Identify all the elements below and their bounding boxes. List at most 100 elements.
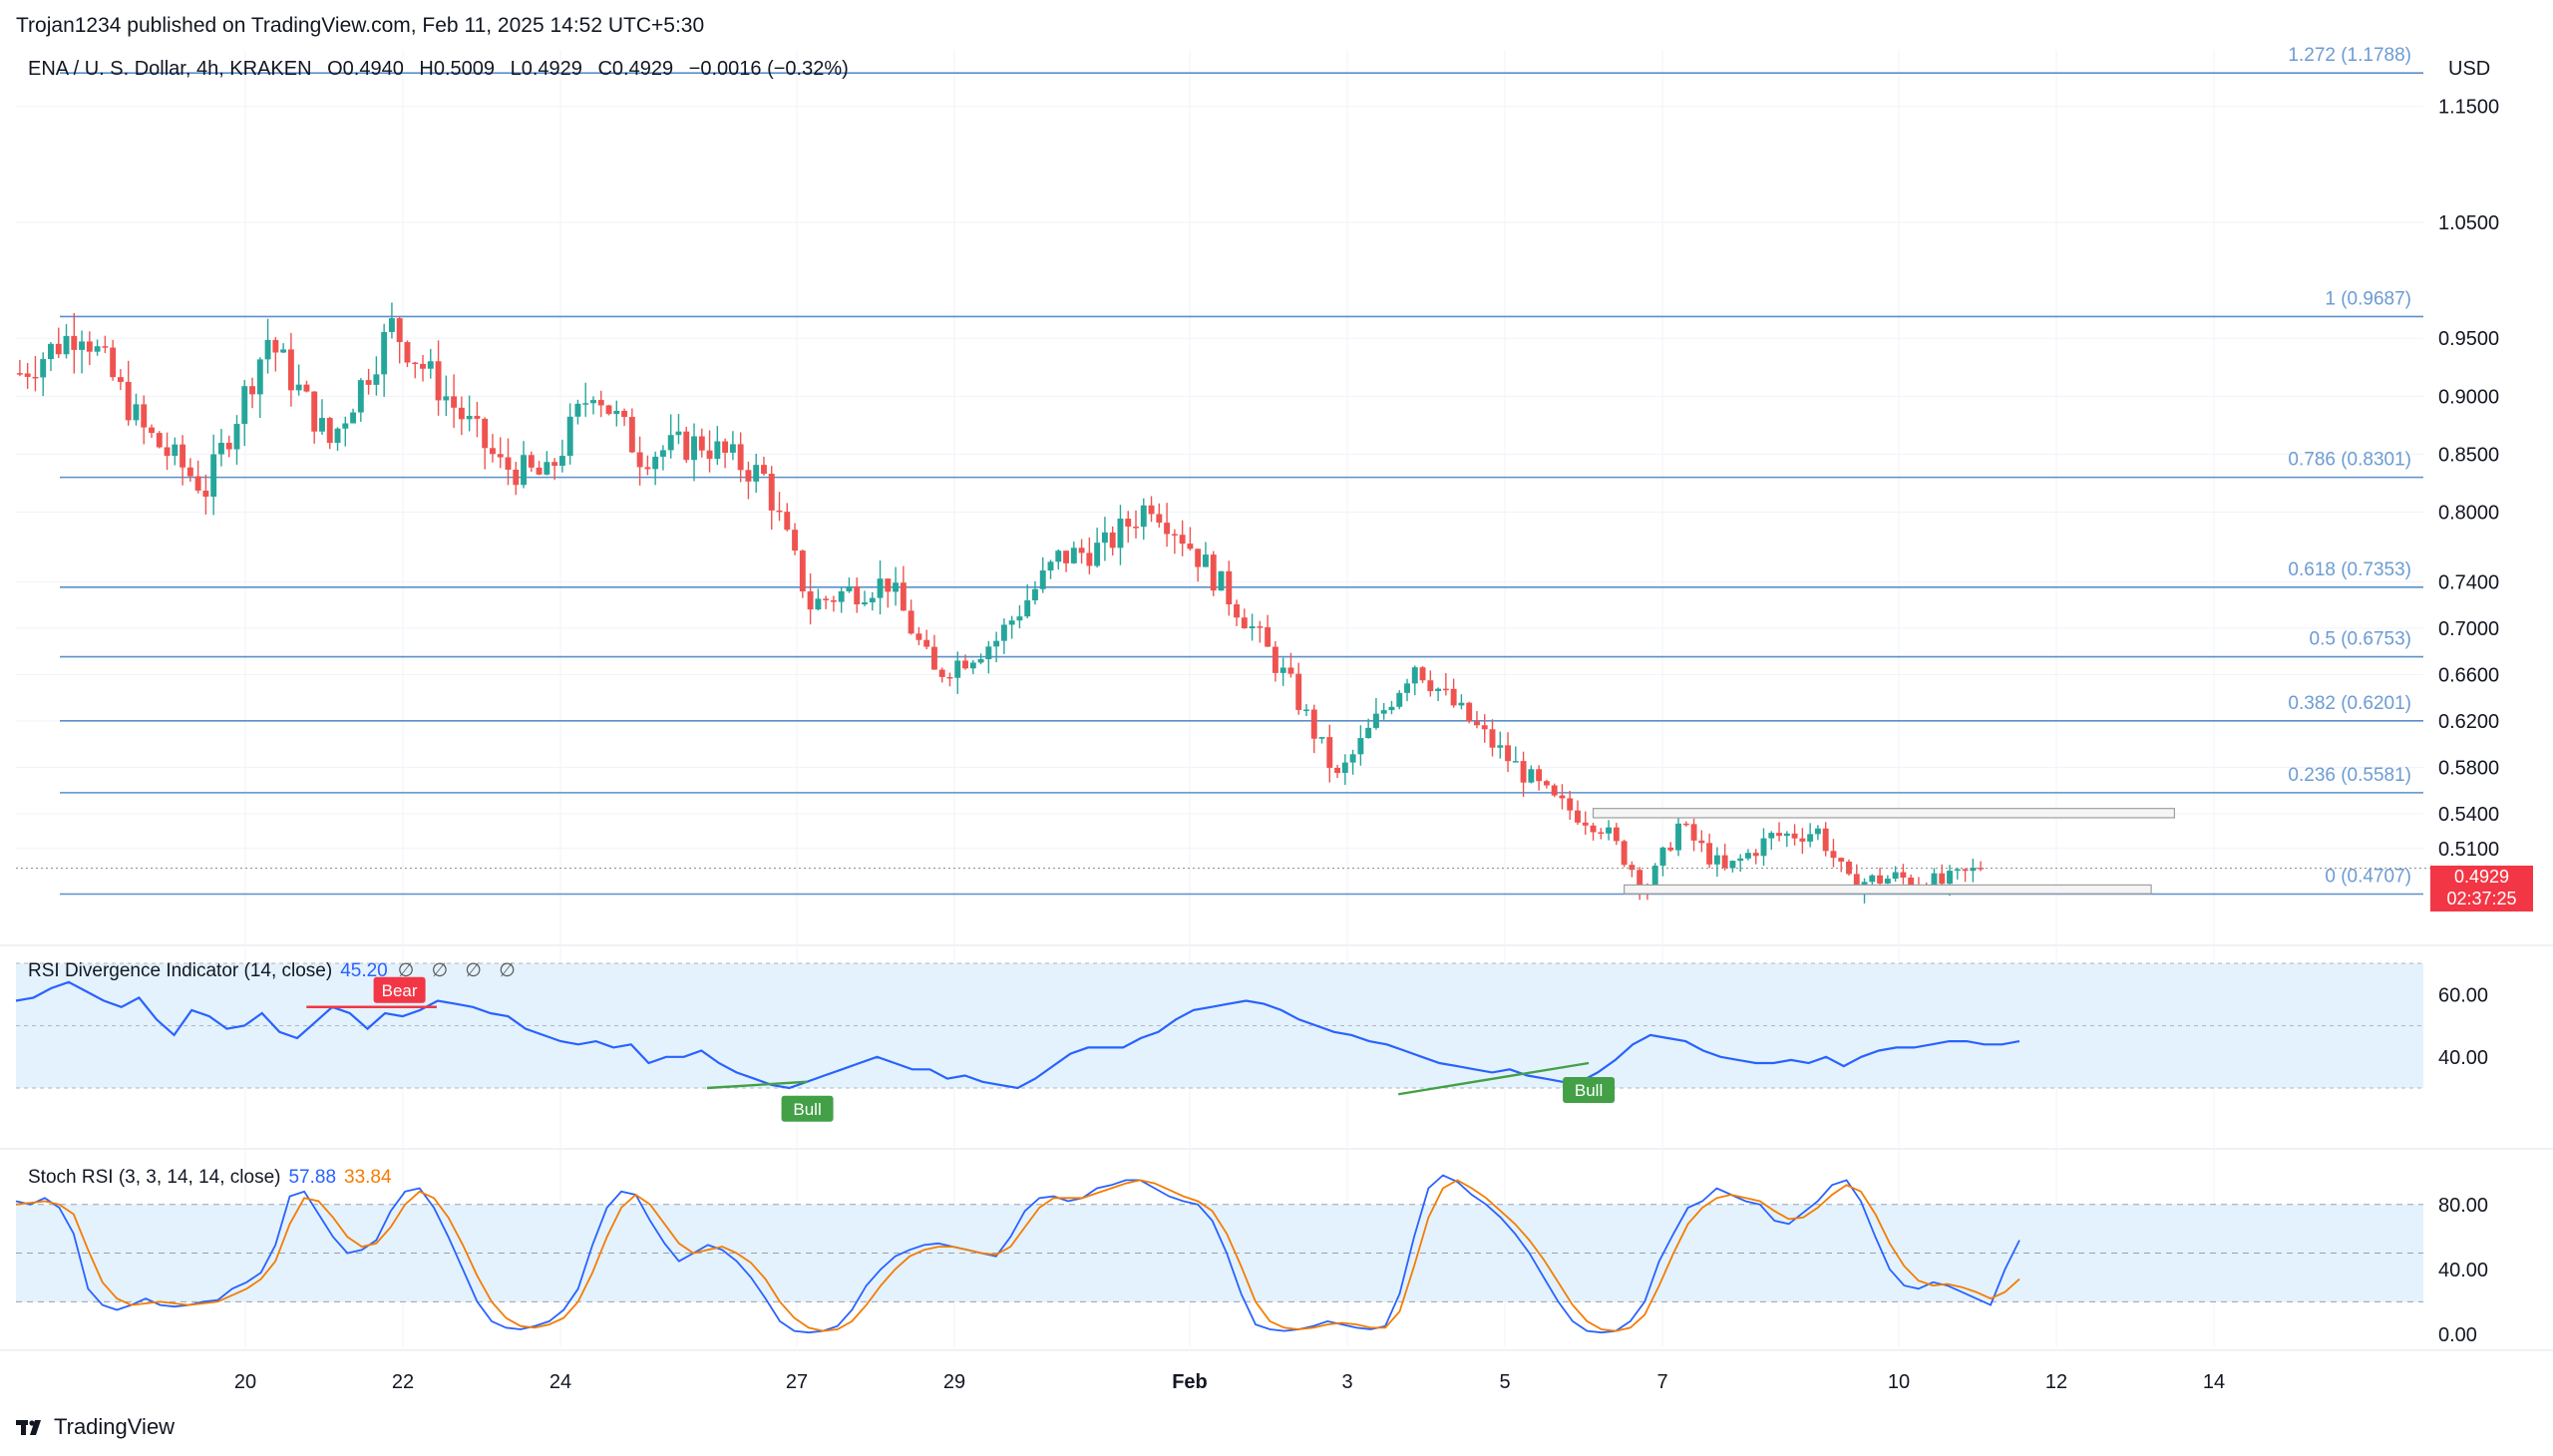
candle-body xyxy=(613,410,620,415)
stoch-d-line xyxy=(15,1179,2020,1332)
candle-body xyxy=(1846,861,1852,875)
currency-label[interactable]: USD xyxy=(2448,58,2491,80)
candle-body xyxy=(32,376,39,379)
candle-body xyxy=(1760,838,1767,857)
y-tick-label: 0.9500 xyxy=(2438,328,2499,350)
candle-body xyxy=(862,602,868,605)
candle-body xyxy=(466,416,473,420)
candle-body xyxy=(1164,523,1171,535)
candle-body xyxy=(1908,877,1915,886)
rsi-y-tick-label: 40.00 xyxy=(2438,1047,2488,1069)
candle-body xyxy=(938,669,945,677)
candle-body xyxy=(319,418,325,432)
candle-body xyxy=(1117,519,1124,548)
candle-body xyxy=(141,404,148,428)
candle-body xyxy=(1063,550,1070,563)
candle-body xyxy=(156,433,163,448)
candle-body xyxy=(807,591,814,610)
ohlc-open: O0.4940 xyxy=(327,58,404,80)
fib-level-label: 0.618 (0.7353) xyxy=(2288,559,2411,580)
y-tick-label: 1.1500 xyxy=(2438,97,2499,119)
candle-body xyxy=(1954,869,1961,872)
candle-body xyxy=(1303,709,1309,711)
candle-body xyxy=(846,586,853,591)
stoch-band xyxy=(16,1204,2423,1302)
y-tick-label: 0.7000 xyxy=(2438,618,2499,640)
candle-body xyxy=(1551,785,1558,796)
candle-body xyxy=(365,380,372,385)
candle-body xyxy=(1536,769,1543,782)
candle-body xyxy=(1799,838,1806,842)
divergence-badge xyxy=(373,976,426,1003)
candle-body xyxy=(117,377,124,382)
candle-body xyxy=(1520,761,1527,783)
x-tick-label: 20 xyxy=(234,1371,256,1393)
candle-body xyxy=(745,470,752,482)
candle-body xyxy=(536,467,543,475)
candle-body xyxy=(1442,688,1449,691)
candle-body xyxy=(1474,721,1480,726)
candle-body xyxy=(1210,554,1217,591)
candle-body xyxy=(1140,505,1147,528)
candle-body xyxy=(264,339,271,360)
candle-body xyxy=(1024,599,1031,617)
candle-body xyxy=(233,424,240,450)
tradingview-wordmark: TradingView xyxy=(54,1414,176,1439)
candle-body xyxy=(1629,865,1636,871)
candle-body xyxy=(946,676,953,679)
candle-body xyxy=(1466,702,1473,722)
candle-body xyxy=(1179,535,1186,545)
candle-body xyxy=(443,396,450,401)
candle-body xyxy=(388,318,395,332)
candle-body xyxy=(893,582,900,592)
candle-body xyxy=(249,386,255,395)
candle-body xyxy=(838,590,845,602)
candle-body xyxy=(1900,872,1907,878)
candle-body xyxy=(869,597,876,603)
candle-body xyxy=(1690,824,1697,841)
candle-body xyxy=(225,443,232,450)
rsi-pane-title[interactable]: RSI Divergence Indicator (14, close) 45.2… xyxy=(28,959,522,982)
candle-body xyxy=(1125,519,1132,528)
ohlc-low: L0.4929 xyxy=(510,58,582,80)
candle-body xyxy=(497,454,504,458)
candle-body xyxy=(1682,823,1689,826)
candle-body xyxy=(605,405,612,415)
candle-body xyxy=(1853,874,1860,893)
candle-body xyxy=(667,435,674,451)
candle-body xyxy=(1481,725,1488,730)
candle-body xyxy=(1814,828,1821,835)
support-resistance-zone xyxy=(1624,884,2152,895)
candle-body xyxy=(1939,873,1946,885)
candle-body xyxy=(1404,683,1410,693)
candle-body xyxy=(799,550,806,592)
candle-body xyxy=(1613,827,1620,842)
candle-body xyxy=(854,586,861,605)
stoch-pane-title[interactable]: Stoch RSI (3, 3, 14, 14, close) 57.88 33.8… xyxy=(28,1167,392,1189)
candle-body xyxy=(908,610,914,634)
candle-body xyxy=(1713,855,1720,865)
candle-body xyxy=(1295,673,1302,710)
candle-body xyxy=(1171,534,1178,536)
y-tick-label: 0.5400 xyxy=(2438,804,2499,826)
candle-body xyxy=(915,633,922,640)
candle-body xyxy=(877,578,884,598)
candle-body xyxy=(1489,729,1496,748)
candle-body xyxy=(241,386,248,425)
candle-body xyxy=(628,417,635,453)
candle-body xyxy=(1745,853,1751,859)
candle-body xyxy=(1931,873,1938,892)
candle-body xyxy=(420,363,426,369)
tradingview-logo[interactable]: TradingView xyxy=(16,1414,175,1440)
divergence-label: Bull xyxy=(1575,1081,1603,1100)
divergence-line xyxy=(1398,1061,1590,1096)
candle-body xyxy=(311,391,318,432)
y-tick-label: 0.5100 xyxy=(2438,839,2499,861)
candle-body xyxy=(737,444,744,471)
candle-body xyxy=(830,599,837,602)
candle-body xyxy=(1450,688,1457,706)
symbol-name[interactable]: ENA / U. S. Dollar, 4h, KRAKEN xyxy=(28,58,312,80)
candle-body xyxy=(1877,875,1884,884)
candle-body xyxy=(490,448,496,455)
divergence-line xyxy=(707,1080,808,1090)
